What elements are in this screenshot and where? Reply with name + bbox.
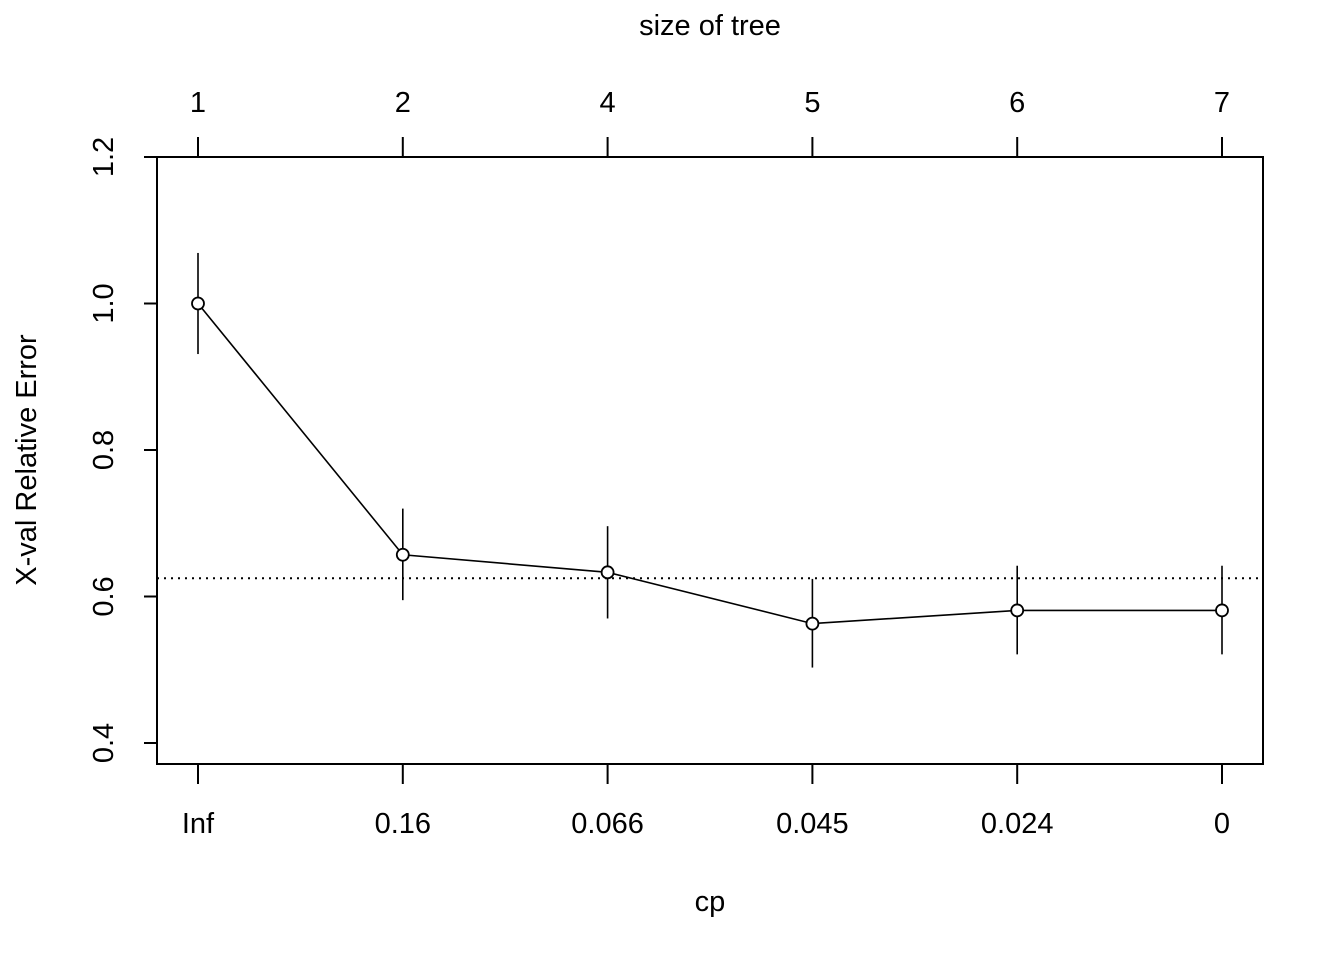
top-tick-label: 2: [395, 87, 411, 119]
y-tick-label: 1.0: [88, 283, 120, 323]
y-tick-label: 1.2: [88, 137, 120, 177]
x-tick-label: 0.066: [571, 808, 644, 840]
top-tick-label: 4: [600, 87, 616, 119]
y-axis: 0.4 0.6 0.8 1.0 1.2: [88, 137, 158, 763]
x-axis-title: cp: [695, 886, 726, 918]
series-line: [197, 302, 1222, 625]
top-axis-title: size of tree: [639, 10, 781, 42]
y-tick-label: 0.4: [88, 723, 120, 763]
data-point: [191, 296, 205, 311]
y-tick-label: 0.8: [88, 430, 120, 470]
top-tick-label: 1: [190, 87, 206, 119]
data-point: [600, 565, 615, 580]
x-tick-label: 0: [1214, 808, 1230, 840]
data-point: [1215, 603, 1229, 618]
data-points: [191, 296, 1229, 631]
top-tick-label: 6: [1009, 87, 1025, 119]
data-point: [1010, 603, 1025, 618]
x-tick-label: Inf: [182, 808, 215, 840]
x-tick-label: 0.024: [981, 808, 1054, 840]
x-tick-label: 0.16: [375, 808, 431, 840]
y-tick-label: 0.6: [88, 576, 120, 616]
data-point: [805, 616, 820, 631]
top-tick-label: 5: [804, 87, 820, 119]
x-axis-top: 1 2 4 5 6 7: [190, 87, 1230, 157]
x-tick-label: 0.045: [776, 808, 849, 840]
top-tick-label: 7: [1214, 87, 1230, 119]
y-axis-title: X-val Relative Error: [11, 334, 43, 586]
plot-frame: [156, 156, 1264, 765]
data-point: [395, 547, 410, 562]
x-axis-bottom: Inf 0.16 0.066 0.045 0.024 0: [182, 763, 1230, 840]
error-bars: [197, 252, 1223, 668]
